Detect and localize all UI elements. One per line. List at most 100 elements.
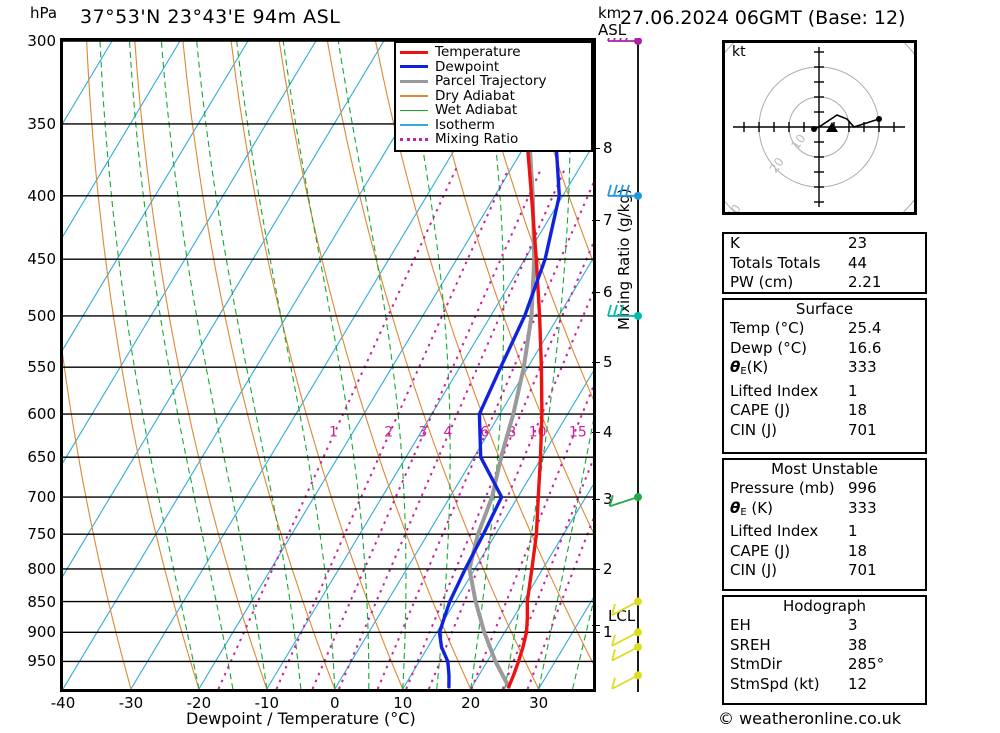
legend-label: Mixing Ratio [435, 131, 519, 147]
stat-value: 44 [848, 253, 868, 272]
height-tick-label: 7 [603, 210, 613, 229]
stat-value: 285° [848, 655, 885, 673]
height-tick-label: 6 [603, 282, 613, 301]
height-tick-label: 5 [603, 353, 613, 372]
height-tick [592, 431, 600, 433]
temperature-tick-label: 10 [393, 694, 413, 712]
legend-label: Wet Adiabat [435, 102, 518, 118]
legend-item: Mixing Ratio [400, 132, 587, 147]
stat-value: 18 [848, 401, 868, 419]
pressure-tick-label: 600 [27, 405, 56, 424]
stat-value: 18 [848, 541, 868, 560]
stat-row: K 23 [724, 234, 925, 254]
height-tick [592, 632, 600, 634]
pressure-tick-label: 350 [27, 114, 56, 133]
temperature-tick-label: -40 [50, 694, 76, 712]
x-axis-title: Dewpoint / Temperature (°C) [186, 709, 416, 728]
stat-row: StmSpd (kt) 12 [724, 675, 925, 695]
stat-key: CIN (J) [730, 561, 778, 579]
hodograph-unit-label: kt [732, 44, 746, 60]
svg-text:40: 40 [725, 202, 744, 212]
temperature-tick-label: 0 [330, 694, 340, 712]
pressure-tick-label: 500 [27, 306, 56, 325]
stat-key: Totals Totals [730, 253, 821, 272]
legend-swatch [400, 79, 428, 83]
stat-row: CIN (J) 701 [724, 561, 925, 581]
panel-title: Hodograph [782, 597, 867, 615]
temperature-tick-label: -10 [254, 694, 280, 712]
svg-text:2: 2 [384, 425, 393, 441]
legend-label: Isotherm [435, 116, 495, 133]
legend-item: Parcel Trajectory [400, 74, 587, 89]
pressure-tick-label: 650 [27, 448, 56, 467]
height-tick-label: 1 [603, 623, 613, 642]
legend-item: Dewpoint [400, 58, 587, 75]
stat-key: CAPE (J) [730, 401, 791, 419]
height-tick [592, 148, 600, 150]
height-tick-label: 4 [603, 422, 613, 441]
legend-label: Dewpoint [435, 58, 500, 75]
temperature-tick-label: -30 [118, 694, 144, 712]
stat-value: 1 [848, 381, 858, 400]
panel-title: Most Unstable [771, 460, 878, 478]
pressure-tick-label: 450 [27, 250, 56, 269]
stat-value: 23 [848, 234, 868, 252]
stat-row: Temp (°C) 25.4 [724, 319, 925, 339]
temperature-tick-label: 30 [529, 694, 549, 712]
stat-key: K [730, 234, 740, 252]
stat-key: EH [730, 616, 751, 634]
legend-item: Dry Adiabat [400, 88, 587, 104]
most-unstable-panel: Most Unstable Pressure (mb) 996 θE (K) 333 Li… [722, 458, 927, 591]
stat-key: StmSpd (kt) [730, 674, 820, 693]
legend-swatch [400, 50, 428, 54]
stat-value: 12 [848, 674, 868, 693]
stat-row: θE(K) 333 [724, 358, 925, 382]
sounding-location-title: 37°53'N 23°43'E 94m ASL [80, 6, 341, 28]
temperature-tick-label: 20 [461, 694, 481, 712]
pressure-tick-label: 700 [27, 488, 56, 507]
stat-key: Temp (°C) [730, 319, 805, 337]
stat-value: 333 [848, 358, 877, 376]
pressure-tick-label: 950 [27, 652, 56, 671]
stat-key: CIN (J) [730, 420, 778, 439]
height-axis-unit-label-km: km [598, 4, 622, 22]
pressure-tick-label: 900 [27, 623, 56, 642]
stat-row: CAPE (J) 18 [724, 542, 925, 562]
indices-panel: K 23 Totals Totals 44 PW (cm) 2.21 [722, 232, 927, 294]
svg-text:1: 1 [329, 425, 338, 441]
stat-key: θE (K) [730, 498, 773, 518]
stat-key: Dewp (°C) [730, 338, 808, 357]
legend-swatch [400, 124, 428, 126]
svg-text:20: 20 [767, 155, 787, 176]
stat-row: Totals Totals 44 [724, 254, 925, 274]
height-tick [592, 219, 600, 221]
legend-swatch [400, 65, 428, 69]
stat-row: CIN (J) 701 [724, 421, 925, 441]
lcl-tick [592, 625, 600, 627]
stat-key: PW (cm) [730, 273, 794, 291]
panel-title: Surface [795, 300, 854, 318]
svg-text:8: 8 [507, 425, 516, 441]
pressure-tick-label: 550 [27, 358, 56, 377]
stat-key: Lifted Index [730, 381, 819, 400]
chart-legend: Temperature Dewpoint Parcel Trajectory Dry … [394, 41, 593, 152]
wind-barb-column [600, 29, 710, 692]
stat-value: 701 [848, 561, 877, 579]
pressure-tick-label: 400 [27, 186, 56, 205]
plot-border [60, 38, 596, 692]
stat-row: EH 3 [724, 616, 925, 636]
legend-swatch [400, 95, 428, 97]
height-tick-label: 8 [603, 139, 613, 158]
legend-swatch [400, 109, 428, 111]
height-tick [592, 568, 600, 570]
legend-label: Parcel Trajectory [435, 73, 547, 89]
stat-row: CAPE (J) 18 [724, 401, 925, 421]
stat-row: SREH 38 [724, 636, 925, 656]
legend-item: Wet Adiabat [400, 103, 587, 118]
stat-key: CAPE (J) [730, 541, 791, 560]
stat-value: 333 [848, 498, 877, 517]
stat-value: 38 [848, 635, 868, 654]
svg-text:15: 15 [569, 425, 587, 441]
height-tick [592, 362, 600, 364]
stat-value: 25.4 [848, 319, 882, 337]
